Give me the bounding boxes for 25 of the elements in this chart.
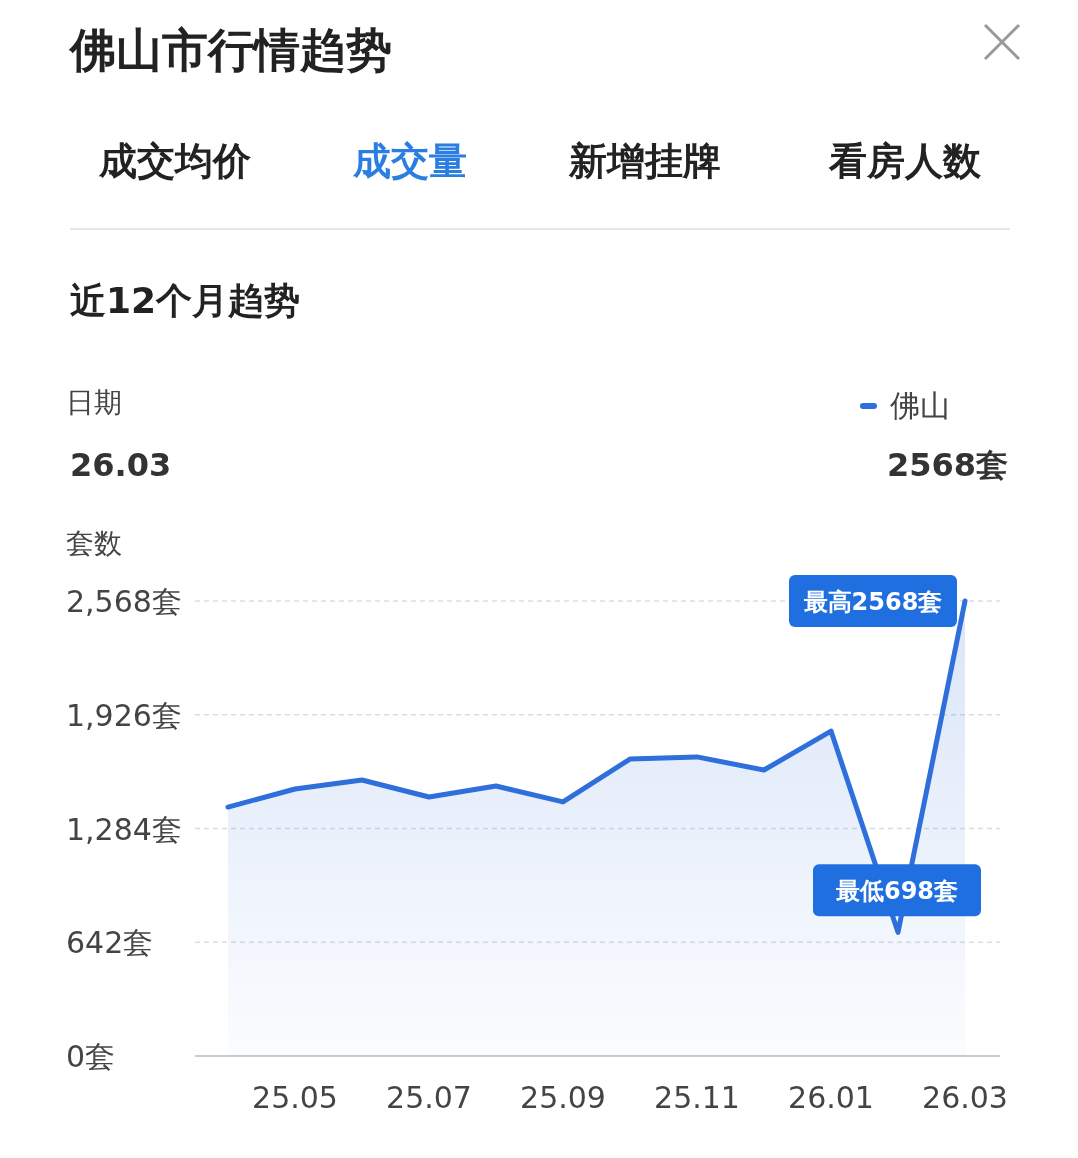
x-tick-label: 26.03 (922, 1080, 1008, 1115)
text: 成交量 (352, 139, 467, 183)
y-axis-title: 套数 (66, 527, 122, 560)
legend-label: 佛山 (890, 388, 950, 423)
text: 看房人数 (828, 139, 982, 183)
x-tick-label: 25.11 (654, 1080, 740, 1115)
text: 新增挂牌 (568, 139, 721, 183)
x-tick-label: 25.07 (386, 1080, 472, 1115)
chart-subtitle: 近12个月趋势 (70, 280, 301, 321)
annotation: 最低698套 (834, 877, 959, 906)
text: 2568套 (886, 446, 1008, 484)
x-tick-label: 25.09 (520, 1080, 606, 1115)
y-tick-label: 0套 (66, 1039, 116, 1074)
text: 成交均价 (98, 139, 251, 183)
x-tick-label: 25.05 (252, 1080, 338, 1115)
text: 日期 (66, 386, 122, 419)
x-tick-label: 26.01 (788, 1080, 874, 1115)
chart-title: 佛山市行情趋势 (68, 23, 392, 77)
legend: 佛山 (860, 388, 950, 423)
text: 26.03 (70, 446, 172, 484)
annotation: 最高2568套 (802, 588, 943, 616)
y-tick-label: 1,284套 (66, 811, 182, 847)
y-tick-label: 2,568套 (66, 584, 182, 619)
y-tick-label: 642套 (66, 925, 154, 961)
y-tick-label: 1,926套 (66, 697, 182, 733)
